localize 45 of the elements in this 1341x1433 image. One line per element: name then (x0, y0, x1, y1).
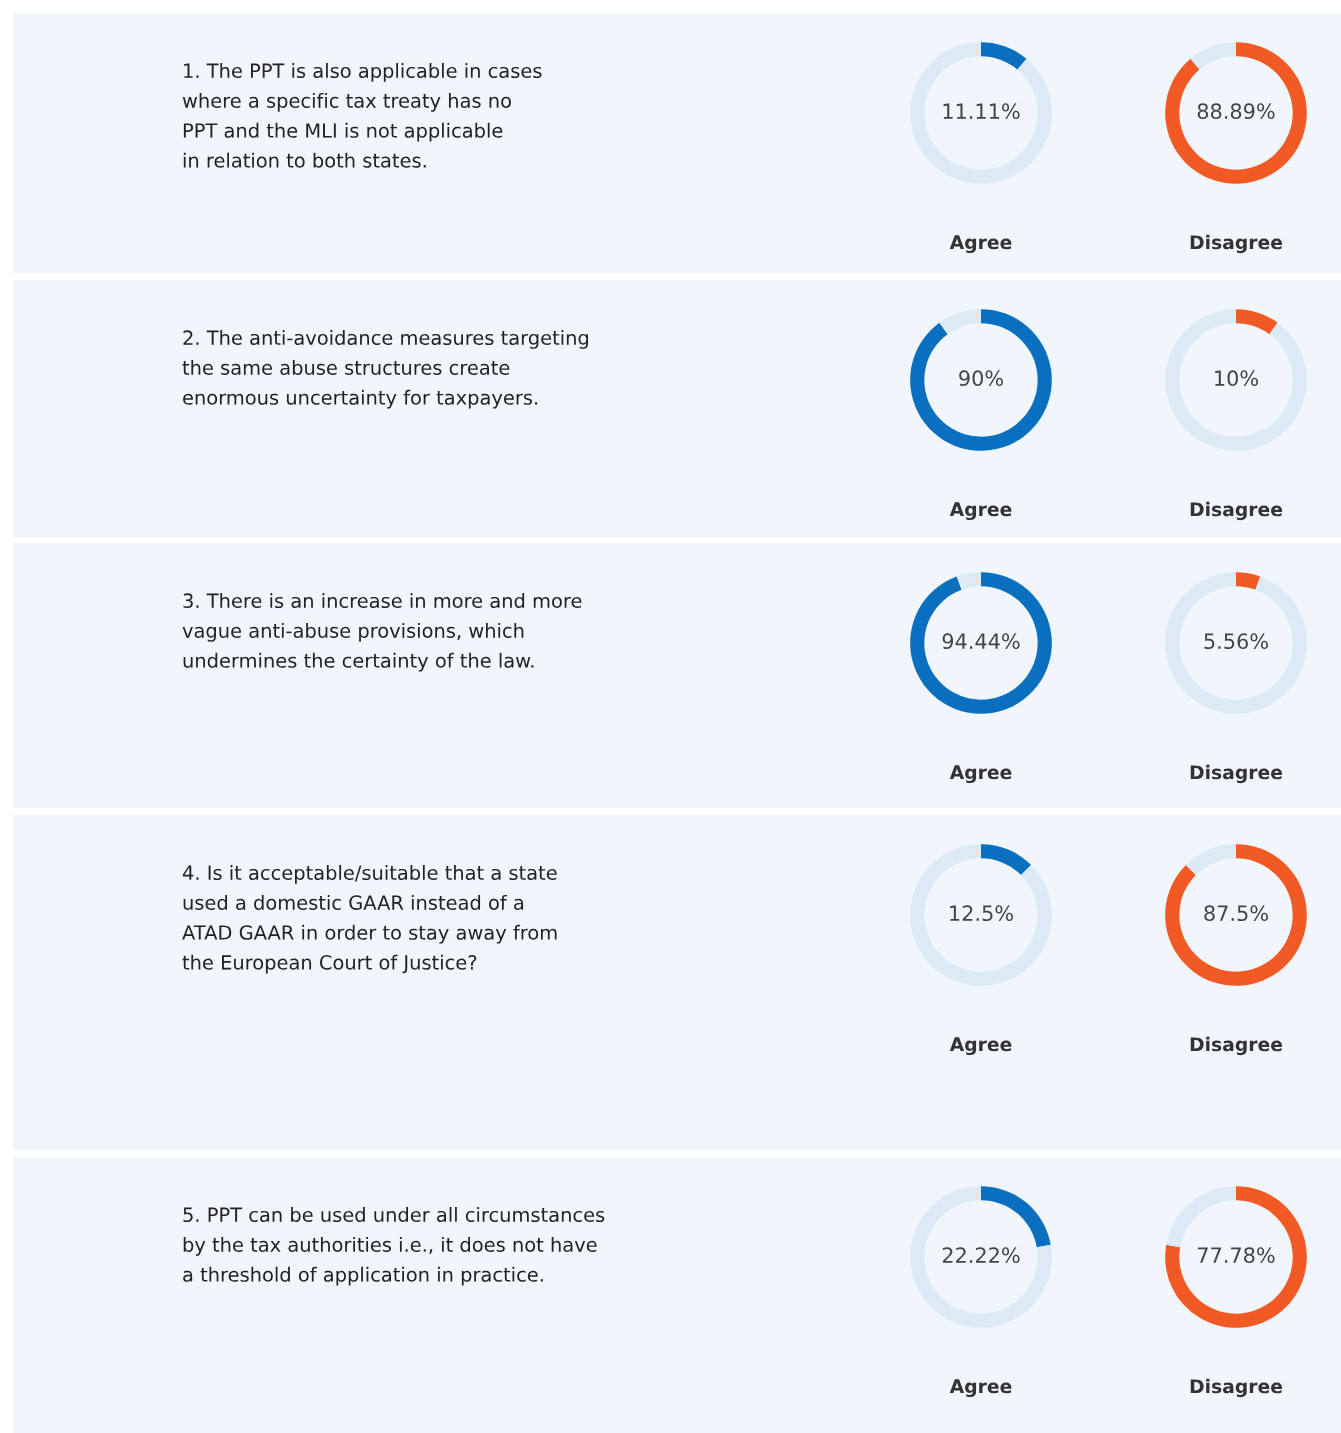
data-label: 77.78% (1197, 1247, 1275, 1264)
donut-slice (910, 844, 1052, 986)
text: Agree (949, 1379, 1012, 1398)
donut-slice (910, 309, 1052, 451)
data-label: 12.5% (950, 905, 1013, 922)
donut-slice (1166, 1186, 1236, 1248)
donut-slice (956, 572, 981, 590)
donut-slice (1165, 572, 1307, 714)
text: 4. Is it acceptable/suitable that a state used a domestic GAAR instead of a ATAD GAAR in order to stay away from the European Court of Justice? (182, 865, 557, 974)
text: Agree (949, 235, 1012, 254)
text: 3. There is an increase in more and more vague anti-abuse provisions, which undermines the certainty of the law. (182, 593, 582, 672)
donut-slice (981, 42, 1027, 70)
donut-slice (910, 42, 1052, 184)
text: 2. The anti-avoidance measures targeting the same abuse structures create enormous uncertainty for taxpayers. (182, 330, 589, 409)
text: Disagree (1190, 234, 1283, 254)
data-label: 22.22% (942, 1247, 1020, 1264)
text: Agree (949, 1037, 1012, 1056)
donut-slice (1165, 309, 1307, 451)
donut-slice (981, 844, 1032, 875)
data-label: 88.89% (1197, 103, 1275, 120)
donut-slice (1236, 309, 1278, 335)
donut-slice (910, 572, 1052, 714)
donut-slice (1236, 572, 1261, 590)
donut-slice (1185, 844, 1236, 875)
data-label: 94.44% (942, 633, 1020, 650)
text: Disagree (1190, 501, 1283, 521)
data-label: 5.56% (1204, 633, 1268, 650)
donut-slice (910, 1186, 1052, 1328)
text: 1. The PPT is also applicable in cases where a specific tax treaty has no PPT and the MLI is not applicable in relation to both states. (182, 63, 542, 168)
text: 5. PPT can be used under all circumstances by the tax authorities i.e., it does not have a threshold of application in practice. (183, 1207, 605, 1286)
data-label: 87.5% (1204, 905, 1268, 922)
text: Agree (949, 765, 1012, 784)
donut-slice (1190, 42, 1236, 70)
donut-slice (981, 1186, 1051, 1248)
data-label: 10% (1215, 370, 1258, 387)
donut-slice (1165, 844, 1307, 986)
data-label: 90% (959, 370, 1003, 387)
text: Agree (949, 502, 1012, 521)
text: Disagree (1190, 764, 1283, 784)
donut-slice (1165, 42, 1307, 184)
donut-slice (939, 309, 981, 335)
data-label: 11.11% (943, 103, 1020, 120)
text: Disagree (1190, 1036, 1283, 1056)
text: Disagree (1190, 1378, 1283, 1398)
donut-slice (1165, 1186, 1307, 1328)
